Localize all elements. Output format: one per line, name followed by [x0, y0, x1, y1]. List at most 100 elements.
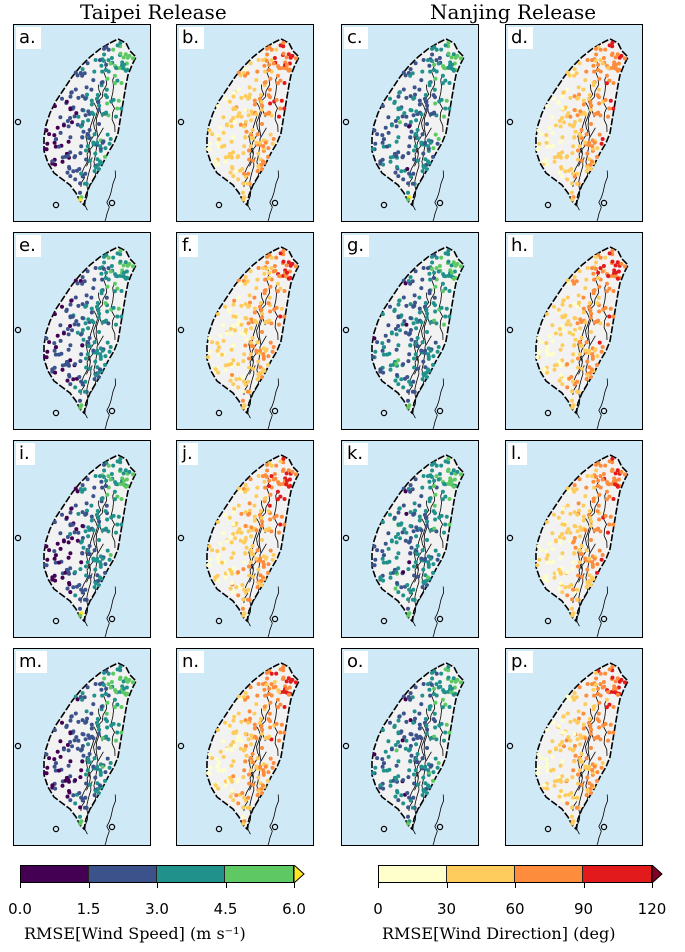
station-point: [565, 503, 570, 508]
station-point: [444, 514, 449, 519]
station-point: [607, 251, 612, 256]
station-point: [581, 98, 586, 103]
station-point: [407, 795, 412, 800]
station-point: [249, 742, 254, 747]
station-point: [588, 167, 593, 172]
station-point: [408, 328, 413, 332]
station-point: [239, 303, 244, 308]
station-point: [80, 732, 85, 736]
station-point: [572, 135, 577, 140]
station-point: [64, 723, 69, 728]
station-point: [247, 365, 252, 370]
station-point: [268, 340, 273, 345]
islet-outline: [506, 534, 514, 542]
station-point: [259, 375, 264, 380]
station-point: [80, 489, 85, 494]
station-point: [424, 315, 429, 320]
station-point: [267, 734, 272, 739]
station-point: [220, 560, 224, 565]
station-point: [68, 106, 73, 111]
station-point: [98, 768, 103, 773]
station-point: [261, 367, 265, 372]
station-point: [52, 133, 57, 138]
station-point: [427, 63, 432, 68]
station-point: [108, 553, 113, 557]
station-point: [584, 585, 589, 590]
station-point: [591, 687, 596, 692]
station-point: [420, 585, 425, 590]
station-point: [577, 560, 582, 565]
terrain-contour: [577, 532, 587, 583]
station-point: [428, 348, 433, 353]
station-point: [66, 332, 71, 337]
station-point: [549, 560, 553, 565]
station-point: [575, 529, 580, 534]
station-point: [402, 319, 407, 324]
station-point: [575, 321, 580, 326]
station-point: [268, 548, 273, 553]
station-point: [224, 747, 229, 752]
station-point: [278, 459, 283, 464]
station-point: [100, 693, 105, 698]
station-point: [92, 756, 97, 761]
station-point: [68, 150, 73, 155]
panel-label: f.: [179, 235, 198, 257]
station-point: [215, 140, 220, 145]
station-point: [424, 731, 429, 736]
station-point: [60, 512, 64, 517]
station-point: [572, 524, 577, 528]
station-point: [229, 540, 234, 545]
station-point: [82, 181, 87, 186]
station-point: [394, 748, 399, 753]
station-point: [93, 165, 98, 170]
station-point: [414, 742, 419, 747]
station-point: [100, 736, 105, 741]
station-point: [587, 764, 592, 769]
station-point: [77, 583, 82, 587]
station-point: [419, 140, 424, 145]
station-point: [241, 359, 246, 364]
station-point: [80, 483, 85, 488]
station-point: [398, 744, 402, 749]
station-point: [238, 489, 243, 494]
station-point: [586, 512, 591, 517]
station-point: [575, 171, 580, 176]
station-point: [238, 330, 243, 335]
station-point: [597, 284, 602, 289]
station-point: [401, 154, 406, 159]
station-point: [431, 146, 436, 151]
station-point: [242, 144, 247, 149]
station-point: [593, 474, 598, 479]
station-point: [231, 532, 236, 536]
station-point: [412, 709, 417, 714]
station-point: [72, 114, 77, 119]
station-point: [544, 728, 549, 733]
terrain-contour: [85, 740, 95, 791]
station-point: [66, 153, 71, 158]
station-point: [611, 81, 616, 85]
station-point: [252, 306, 257, 311]
station-point: [242, 540, 246, 545]
station-point: [73, 711, 78, 716]
station-point: [539, 756, 544, 761]
station-point: [408, 281, 413, 286]
station-point: [423, 93, 428, 97]
station-point: [100, 556, 105, 561]
station-point: [552, 96, 556, 101]
station-point: [267, 276, 271, 280]
station-point: [213, 783, 218, 788]
station-point: [43, 771, 48, 776]
station-point: [595, 301, 600, 306]
station-point: [243, 483, 248, 488]
station-point: [87, 336, 92, 340]
station-point: [210, 132, 215, 137]
station-point: [229, 347, 234, 352]
station-point: [254, 348, 259, 353]
station-point: [208, 141, 213, 146]
station-point: [115, 702, 120, 707]
station-point: [243, 697, 248, 702]
station-point: [58, 546, 63, 551]
station-point: [414, 317, 419, 322]
colorbar-speed-bar: [20, 865, 294, 883]
station-point: [598, 255, 603, 260]
